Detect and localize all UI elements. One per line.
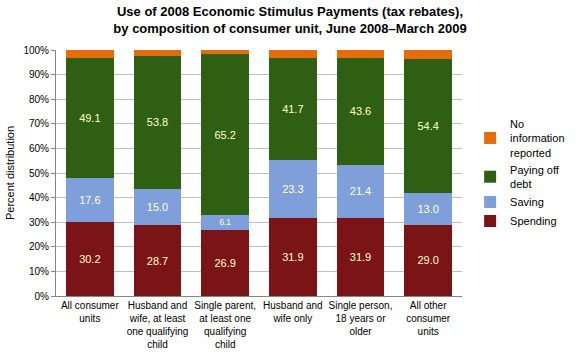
svg-text:43.6: 43.6 <box>350 105 371 117</box>
svg-text:Use of 2008 Economic Stimulus: Use of 2008 Economic Stimulus Payments (… <box>113 4 466 36</box>
svg-text:6.1: 6.1 <box>219 218 231 227</box>
svg-text:All consumerunits: All consumerunits <box>61 300 119 324</box>
svg-text:53.8: 53.8 <box>147 116 168 128</box>
svg-text:70%: 70% <box>29 118 49 129</box>
svg-text:100%: 100% <box>23 45 49 56</box>
svg-text:31.9: 31.9 <box>282 251 303 263</box>
svg-text:28.7: 28.7 <box>147 255 168 267</box>
svg-text:Single parent,at least onequal: Single parent,at least onequalifyingchil… <box>194 300 256 350</box>
svg-text:23.3: 23.3 <box>282 183 303 195</box>
svg-text:29.0: 29.0 <box>417 254 438 266</box>
svg-text:41.7: 41.7 <box>282 103 303 115</box>
svg-text:13.0: 13.0 <box>417 203 438 215</box>
svg-text:50%: 50% <box>29 168 49 179</box>
svg-text:Husband andwife only: Husband andwife only <box>263 300 323 324</box>
svg-text:Saving: Saving <box>510 196 544 208</box>
svg-text:10%: 10% <box>29 266 49 277</box>
svg-text:49.1: 49.1 <box>79 112 100 124</box>
svg-text:Single person,18 years orolder: Single person,18 years orolder <box>329 300 393 337</box>
svg-text:Paying offdebt: Paying offdebt <box>510 164 560 190</box>
svg-text:15.0: 15.0 <box>147 201 168 213</box>
svg-text:17.6: 17.6 <box>79 194 100 206</box>
svg-text:40%: 40% <box>29 192 49 203</box>
svg-text:26.9: 26.9 <box>214 257 235 269</box>
svg-text:30%: 30% <box>29 217 49 228</box>
svg-text:0%: 0% <box>35 291 50 302</box>
svg-text:Husband andwife, at leastone q: Husband andwife, at leastone qualifyingc… <box>127 300 189 350</box>
svg-text:31.9: 31.9 <box>350 251 371 263</box>
svg-text:Spending: Spending <box>510 215 557 227</box>
svg-text:80%: 80% <box>29 94 49 105</box>
svg-text:65.2: 65.2 <box>214 129 235 141</box>
svg-text:20%: 20% <box>29 241 49 252</box>
svg-text:30.2: 30.2 <box>79 253 100 265</box>
svg-text:54.4: 54.4 <box>417 120 438 132</box>
svg-text:60%: 60% <box>29 143 49 154</box>
svg-text:90%: 90% <box>29 69 49 80</box>
svg-text:Percent distribution: Percent distribution <box>4 126 16 220</box>
svg-text:All otherconsumerunits: All otherconsumerunits <box>406 300 451 337</box>
svg-text:21.4: 21.4 <box>350 185 371 197</box>
svg-text:Noinformationreported: Noinformationreported <box>510 118 564 159</box>
